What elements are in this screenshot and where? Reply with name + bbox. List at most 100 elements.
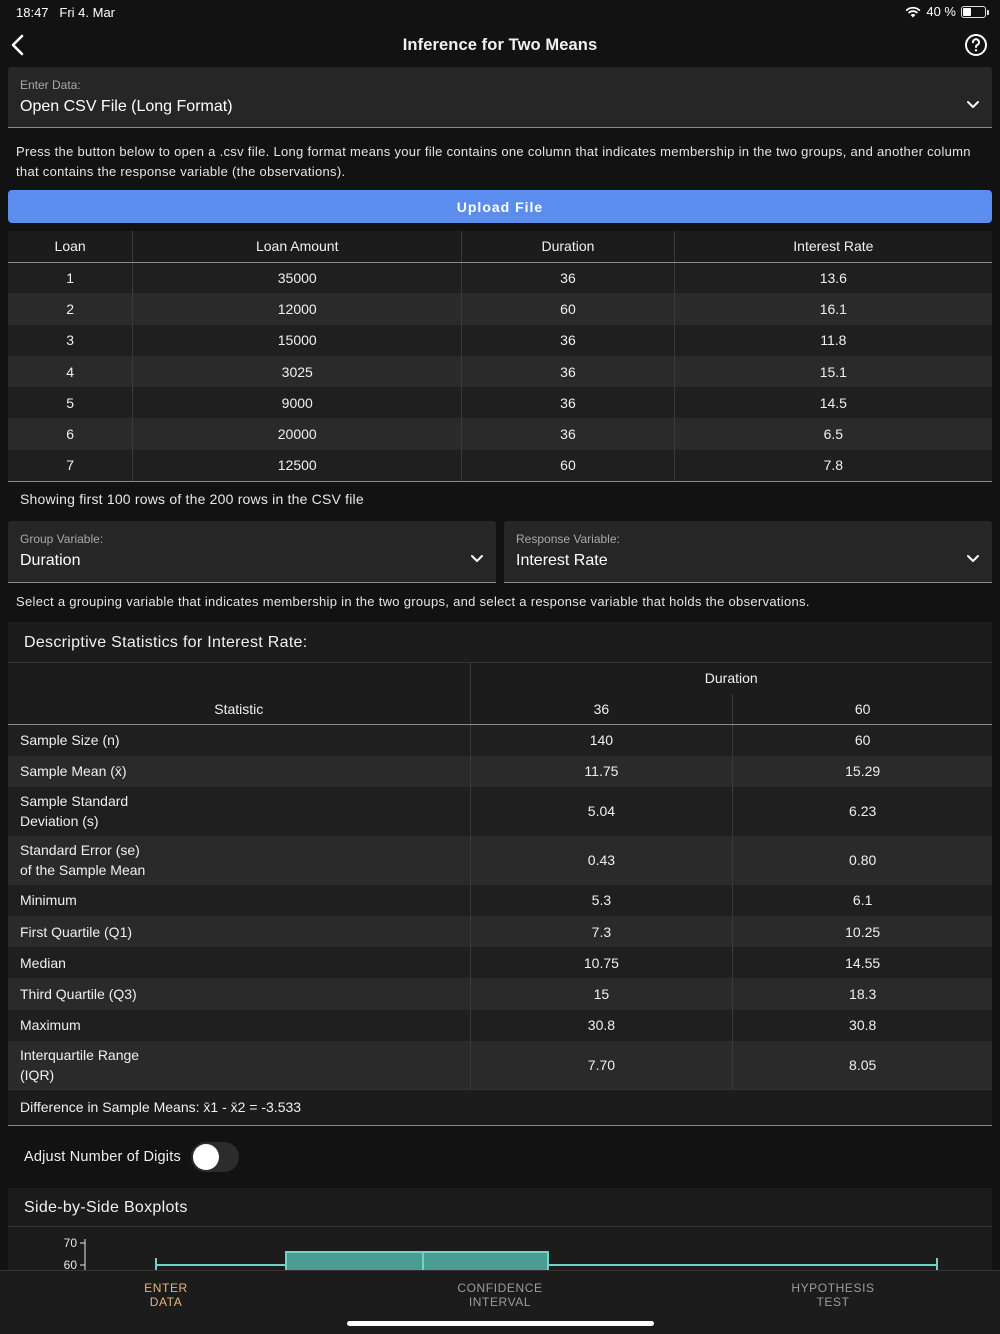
group-2-value: 10.25 [732,916,992,948]
group-2-value: 8.05 [732,1040,992,1090]
statistic-row: Standard Error (se) of the Sample Mean 0.… [8,835,992,885]
wifi-icon [905,6,921,17]
group-header-row: Duration [8,662,992,694]
table-cell: 35000 [132,262,462,294]
table-cell: 11.8 [673,324,992,356]
response-variable-label: Response Variable: [516,532,620,546]
group-2-value: 15.29 [732,755,992,787]
table-cell: 3 [8,324,133,356]
page-title: Inference for Two Means [402,36,598,54]
response-variable-value: Interest Rate [516,552,608,569]
boxplots-card: Side-by-Side Boxplots 70 60 [8,1188,992,1278]
statistic-row: Interquartile Range (IQR) 7.70 8.05 [8,1040,992,1090]
table-row: 3 15000 36 11.8 [8,324,992,356]
enter-data-select[interactable]: Enter Data: Open CSV File (Long Format) [8,67,992,128]
chevron-down-icon [967,555,979,562]
adjust-digits-toggle[interactable] [190,1142,239,1172]
y-tick-label: 60 [64,1258,78,1272]
group-header: Duration [469,662,992,694]
group-1-value: 140 [469,724,733,756]
boxplot-chart: 70 60 [8,1226,992,1278]
table-cell: 4 [8,355,133,388]
statistic-name: Standard Error (se) of the Sample Mean [8,835,470,885]
group-2-value: 60 [732,724,992,756]
statistic-name: Sample Standard Deviation (s) [8,786,470,836]
group-variable-value: Duration [20,552,81,569]
group-1-value: 0.43 [469,835,733,885]
table-cell: 36 [461,418,675,450]
descriptive-statistics-card: Descriptive Statistics for Interest Rate… [8,622,992,1126]
table-cell: 9000 [132,387,462,419]
table-cell: 15000 [132,324,462,356]
column-header: Duration [461,231,675,263]
variable-help-text: Select a grouping variable that indicate… [16,594,810,609]
statistic-row: Sample Size (n) 140 60 [8,724,992,756]
table-cell: 5 [8,387,133,419]
tab-enter-data[interactable]: ENTER DATA [144,1281,188,1309]
table-row: 2 12000 60 16.1 [8,293,992,325]
group-2-header: 60 [732,693,992,725]
difference-in-means: Difference in Sample Means: x̄1 - x̄2 = … [8,1089,992,1124]
table-cell: 12000 [132,293,462,325]
upload-file-button[interactable]: Upload File [8,190,992,223]
statistic-row: Sample Mean (x̄) 11.75 15.29 [8,755,992,787]
table-cell: 13.6 [673,262,992,294]
statistic-row: Minimum 5.3 6.1 [8,884,992,917]
table-cell: 7.8 [673,449,992,482]
statistic-name: First Quartile (Q1) [8,916,470,948]
boxplots-title: Side-by-Side Boxplots [24,1199,188,1216]
statistic-header: Statistic [8,693,470,725]
table-row: 1 35000 36 13.6 [8,262,992,294]
enter-data-value: Open CSV File (Long Format) [20,98,233,115]
csv-help-text: Press the button below to open a .csv fi… [16,144,971,179]
statistic-row: Maximum 30.8 30.8 [8,1009,992,1041]
table-cell: 3025 [132,355,462,388]
group-2-value: 18.3 [732,978,992,1010]
response-variable-select[interactable]: Response Variable: Interest Rate [504,521,992,583]
statistic-name: Sample Mean (x̄) [8,755,470,787]
y-tick-label: 70 [64,1236,78,1250]
statistics-table: Duration Statistic 36 60 Sample Size (n)… [8,662,992,1124]
toggle-knob [192,1144,219,1170]
table-cell: 36 [461,262,675,294]
statistic-name: Median [8,947,470,979]
group-1-value: 5.3 [469,884,733,917]
table-row: 7 12500 60 7.8 [8,449,992,482]
statistic-row: First Quartile (Q1) 7.3 10.25 [8,916,992,948]
group-variable-select[interactable]: Group Variable: Duration [8,521,496,583]
navigation-bar: Inference for Two Means [0,24,1000,66]
status-bar: 18:47 Fri 4. Mar 40 % [0,0,1000,24]
rows-shown-text: Showing first 100 rows of the 200 rows i… [20,491,364,507]
tab-hypothesis-test[interactable]: HYPOTHESIS TEST [791,1281,875,1309]
group-2-value: 6.1 [732,884,992,917]
group-1-value: 7.3 [469,916,733,948]
table-cell: 2 [8,293,133,325]
table-cell: 36 [461,387,675,419]
table-cell: 36 [461,355,675,388]
csv-preview-table: Loan Loan Amount Duration Interest Rate 1 35… [8,231,992,482]
table-cell: 6 [8,418,133,450]
difference-row: Difference in Sample Means: x̄1 - x̄2 = … [8,1089,992,1124]
table-row: 5 9000 36 14.5 [8,387,992,419]
help-circle-icon[interactable] [964,33,988,57]
group-variable-label: Group Variable: [20,532,104,546]
tab-confidence-interval[interactable]: CONFIDENCE INTERVAL [457,1281,543,1309]
table-cell: 16.1 [673,293,992,325]
table-cell: 15.1 [673,355,992,388]
column-header-row: Statistic 36 60 [8,693,992,725]
battery-percent: 40 % [926,4,956,19]
group-2-value: 0.80 [732,835,992,885]
statistic-row: Median 10.75 14.55 [8,947,992,979]
chevron-left-icon[interactable] [6,32,32,58]
adjust-digits-row: Adjust Number of Digits [24,1142,239,1172]
statistics-title: Descriptive Statistics for Interest Rate… [24,634,308,651]
table-row: 4 3025 36 15.1 [8,355,992,388]
group-1-value: 5.04 [469,786,733,836]
status-time: 18:47 Fri 4. Mar [16,5,116,20]
statistic-name: Third Quartile (Q3) [8,978,470,1010]
table-cell: 14.5 [673,387,992,419]
chevron-down-icon [471,555,483,562]
column-header: Loan Amount [132,231,462,263]
statistic-row: Third Quartile (Q3) 15 18.3 [8,978,992,1010]
adjust-digits-label: Adjust Number of Digits [24,1149,181,1165]
